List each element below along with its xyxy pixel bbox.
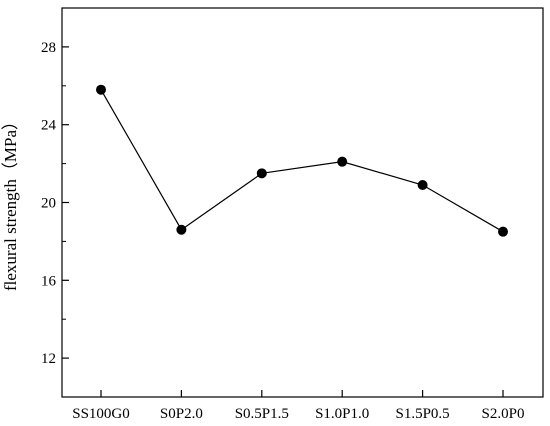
series-line — [100, 89, 504, 233]
data-point — [96, 84, 106, 95]
y-tick-label: 12 — [41, 351, 56, 367]
y-tick-label: 20 — [41, 196, 56, 212]
x-tick-label: SS100G0 — [72, 406, 130, 422]
x-tick-label: S0P2.0 — [160, 406, 203, 422]
data-point — [176, 224, 187, 235]
data-point — [337, 156, 348, 167]
ticks-layer: 12 16 20 24 28 SS100G0 S0P2.0 S0.5P1.5 S1.0P1.0 S… — [41, 7, 525, 422]
x-tick-label: S0.5P1.5 — [235, 406, 289, 422]
data-points-layer — [96, 84, 508, 237]
series-line-layer — [100, 89, 504, 233]
y-tick-label: 16 — [41, 273, 57, 289]
y-tick-label: 28 — [41, 40, 56, 56]
data-point — [256, 168, 267, 179]
x-tick-label: S2.0P0 — [482, 406, 525, 422]
data-point — [498, 226, 508, 237]
y-axis-label: flexural strength（MPa） — [1, 113, 20, 291]
plot-frame — [61, 7, 544, 398]
x-tick-label: S1.0P1.0 — [315, 406, 369, 422]
x-tick-label: S1.5P0.5 — [396, 406, 450, 422]
y-tick-label: 24 — [41, 118, 57, 134]
data-point — [417, 179, 428, 190]
